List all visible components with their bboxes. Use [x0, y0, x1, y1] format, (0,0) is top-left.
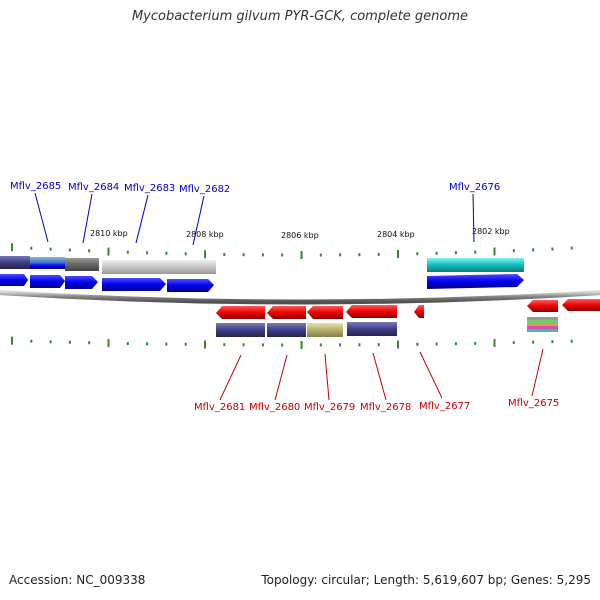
leader-line: [324, 353, 330, 401]
annotation-bar: [527, 320, 558, 323]
forward-annotation-track: [0, 256, 524, 274]
gene-arrow-reverse: [414, 305, 424, 318]
annotation-bar: [347, 322, 397, 336]
annotation-bar: [527, 329, 558, 332]
reverse-gene-labels: Mflv_2681 Mflv_2680 Mflv_2679 Mflv_2678 …: [194, 398, 559, 413]
gene-arrow-reverse: [527, 300, 558, 312]
annotation-bar: [527, 326, 558, 329]
gene-label[interactable]: Mflv_2677: [419, 401, 470, 412]
gene-label[interactable]: Mflv_2682: [179, 184, 230, 195]
annotation-bar: [527, 323, 558, 326]
label-leaders: [34, 192, 544, 401]
annotation-bar: [216, 323, 265, 337]
leader-line: [274, 354, 288, 401]
gene-label[interactable]: Mflv_2684: [68, 182, 119, 193]
gene-arrow-forward: [167, 279, 214, 292]
leader-line: [135, 194, 149, 244]
leader-line: [531, 348, 544, 397]
annotation-bar: [427, 258, 524, 272]
gene-arrow-forward: [65, 276, 98, 289]
gene-arrow-forward: [0, 274, 28, 286]
reverse-annotation-track: [216, 317, 558, 337]
accession-label: Accession: NC_009338: [9, 573, 146, 587]
annotation-bar: [0, 256, 30, 269]
leader-line: [192, 195, 205, 246]
leader-line: [372, 352, 387, 401]
leader-line: [219, 354, 242, 401]
gene-label[interactable]: Mflv_2678: [360, 402, 411, 413]
gene-arrow-reverse: [267, 306, 306, 319]
gene-arrow-reverse: [562, 299, 600, 311]
gene-arrow-forward: [30, 275, 65, 288]
scale-label: 2808 kbp: [186, 230, 224, 239]
leader-line: [419, 351, 443, 399]
annotation-bar: [30, 257, 65, 263]
gene-arrow-forward: [102, 278, 166, 291]
scale-label: 2802 kbp: [472, 227, 510, 236]
annotation-bar: [65, 258, 99, 271]
genome-backbone: [0, 290, 600, 305]
annotation-bar: [527, 317, 558, 320]
gene-arrow-reverse: [216, 306, 265, 319]
genome-summary: Topology: circular; Length: 5,619,607 bp…: [261, 573, 591, 587]
forward-gene-track: [0, 274, 524, 292]
gene-arrow-reverse: [346, 305, 397, 318]
gene-label[interactable]: Mflv_2679: [304, 402, 355, 413]
scale-label: 2806 kbp: [281, 231, 319, 240]
gene-label[interactable]: Mflv_2676: [449, 182, 500, 193]
scale-ticks-bottom: [11, 336, 573, 349]
annotation-bar: [307, 323, 343, 337]
annotation-bar: [102, 260, 216, 274]
gene-arrow-forward: [427, 274, 524, 289]
map-title: Mycobacterium gilvum PYR-GCK, complete g…: [131, 9, 469, 24]
gene-label[interactable]: Mflv_2680: [249, 402, 300, 413]
gene-arrow-reverse: [307, 306, 343, 319]
leader-line: [472, 193, 475, 243]
annotation-bar: [30, 263, 65, 269]
gene-label[interactable]: Mflv_2681: [194, 402, 245, 413]
reverse-gene-track: [216, 299, 600, 319]
forward-gene-labels: Mflv_2685 Mflv_2684 Mflv_2683 Mflv_2682 …: [10, 181, 500, 195]
scale-label: 2810 kbp: [90, 229, 128, 238]
gene-label[interactable]: Mflv_2685: [10, 181, 61, 192]
annotation-bar: [267, 323, 306, 337]
gene-label[interactable]: Mflv_2675: [508, 398, 559, 409]
leader-line: [34, 192, 49, 243]
gene-label[interactable]: Mflv_2683: [124, 183, 175, 194]
scale-ticks-top: [11, 243, 573, 259]
scale-label: 2804 kbp: [377, 230, 415, 239]
leader-line: [82, 193, 93, 244]
